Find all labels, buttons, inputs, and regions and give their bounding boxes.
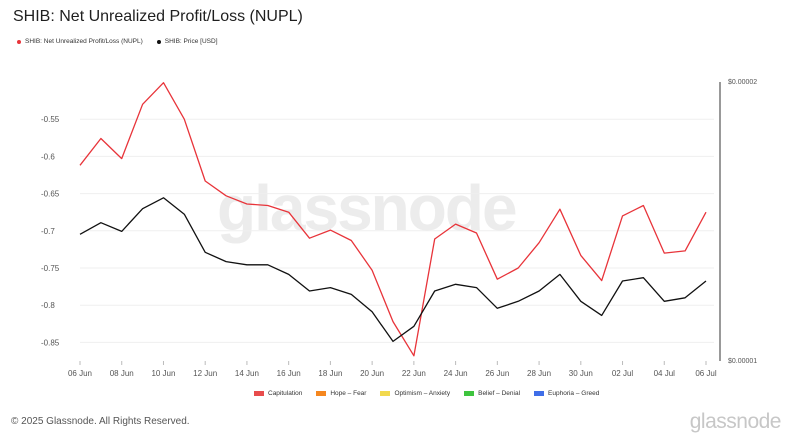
- zone-legend-euphoria-greed[interactable]: Euphoria – Greed: [534, 390, 599, 397]
- zone-swatch-capitulation: [254, 391, 264, 396]
- legend-dot-nupl: [17, 39, 21, 44]
- zone-label-capitulation: Capitulation: [268, 390, 303, 397]
- x-tick-label: 26 Jun: [485, 369, 509, 378]
- copyright-text: © 2025 Glassnode. All Rights Reserved.: [11, 416, 190, 427]
- x-tick-label: 08 Jun: [110, 369, 134, 378]
- zone-legend-belief-denial[interactable]: Belief – Denial: [464, 390, 520, 397]
- zone-legend-capitulation[interactable]: Capitulation: [254, 390, 302, 397]
- zone-legend: Capitulation Hope – Fear Optimism – Anxi…: [254, 390, 599, 397]
- x-tick-label: 02 Jul: [612, 369, 634, 378]
- nupl-series-line: [79, 82, 707, 357]
- x-tick-label: 18 Jun: [318, 369, 342, 378]
- x-tick-label: 28 Jun: [527, 369, 551, 378]
- right-axis-label: $0.00002: [728, 79, 757, 86]
- zone-legend-hope-fear[interactable]: Hope – Fear: [316, 390, 366, 397]
- y-tick-label: -0.7: [41, 227, 55, 236]
- y-tick-label: -0.75: [41, 264, 60, 273]
- x-tick-label: 22 Jun: [402, 369, 426, 378]
- zone-legend-optimism-anxiety[interactable]: Optimism – Anxiety: [380, 390, 450, 397]
- zone-label-euphoria-greed: Euphoria – Greed: [548, 390, 600, 397]
- y-tick-label: -0.8: [41, 301, 55, 310]
- legend-label-price: SHIB: Price [USD]: [164, 38, 218, 45]
- legend-label-nupl: SHIB: Net Unrealized Profit/Loss (NUPL): [25, 38, 143, 45]
- legend-item-price[interactable]: SHIB: Price [USD]: [156, 38, 218, 45]
- x-tick-label: 20 Jun: [360, 369, 384, 378]
- brand-logo: glassnode: [689, 410, 782, 433]
- x-tick-label: 12 Jun: [193, 369, 217, 378]
- watermark: glassnode: [217, 172, 518, 244]
- zone-label-optimism-anxiety: Optimism – Anxiety: [394, 390, 451, 397]
- right-axis-label: $0.00001: [728, 358, 757, 365]
- legend-dot-price: [156, 39, 161, 44]
- x-tick-label: 06 Jul: [695, 369, 717, 378]
- x-tick-label: 06 Jun: [68, 369, 92, 378]
- x-tick-label: 16 Jun: [277, 369, 301, 378]
- price-series-line: [79, 197, 707, 343]
- zone-swatch-optimism-anxiety: [380, 391, 391, 396]
- chart-title: SHIB: Net Unrealized Profit/Loss (NUPL): [13, 8, 303, 25]
- x-tick-label: 14 Jun: [235, 369, 259, 378]
- zone-swatch-euphoria-greed: [534, 391, 545, 396]
- y-tick-label: -0.65: [41, 190, 60, 199]
- zone-swatch-hope-fear: [316, 391, 327, 396]
- y-tick-label: -0.85: [41, 338, 60, 347]
- x-tick-label: 30 Jun: [569, 369, 593, 378]
- x-tick-label: 04 Jul: [654, 369, 676, 378]
- zone-label-hope-fear: Hope – Fear: [330, 390, 367, 397]
- zone-swatch-belief-denial: [464, 391, 475, 396]
- x-tick-label: 10 Jun: [151, 369, 175, 378]
- y-tick-label: -0.6: [41, 152, 55, 161]
- top-legend: SHIB: Net Unrealized Profit/Loss (NUPL) …: [17, 38, 218, 45]
- legend-item-nupl[interactable]: SHIB: Net Unrealized Profit/Loss (NUPL): [17, 38, 143, 45]
- zone-label-belief-denial: Belief – Denial: [478, 390, 521, 397]
- y-tick-label: -0.55: [41, 115, 60, 124]
- x-tick-label: 24 Jun: [444, 369, 468, 378]
